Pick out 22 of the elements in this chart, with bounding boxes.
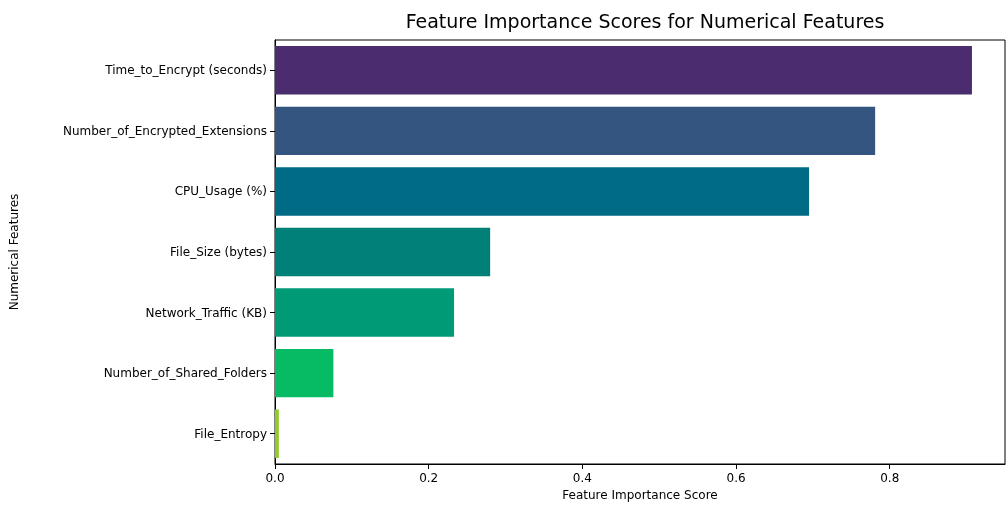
bar (275, 409, 279, 458)
y-tick-label: Time_to_Encrypt (seconds) (104, 63, 267, 78)
bar (275, 227, 491, 277)
y-tick-label: Number_of_Shared_Folders (103, 366, 267, 381)
y-axis-title: Numerical Features (7, 193, 21, 311)
bar (275, 106, 876, 156)
x-tick-label: 0.6 (726, 471, 746, 485)
bar (275, 167, 810, 216)
y-tick-label: File_Entropy (194, 426, 267, 441)
y-tick-label: Network_Traffic (KB) (145, 305, 267, 320)
y-tick-label: Number_of_Encrypted_Extensions (62, 123, 267, 138)
y-tick-label: File_Size (bytes) (170, 245, 267, 259)
x-axis-title: Feature Importance Score (562, 487, 718, 502)
chart-title: Feature Importance Scores for Numerical Features (405, 9, 885, 32)
bar (275, 348, 334, 398)
bar (275, 46, 972, 95)
x-tick-label: 0.2 (419, 471, 439, 485)
bar (275, 288, 455, 337)
y-tick-label: CPU_Usage (%) (174, 184, 267, 199)
x-tick-label: 0.0 (265, 471, 285, 485)
x-tick-label: 0.8 (880, 471, 900, 485)
x-tick-label: 0.4 (572, 471, 592, 485)
